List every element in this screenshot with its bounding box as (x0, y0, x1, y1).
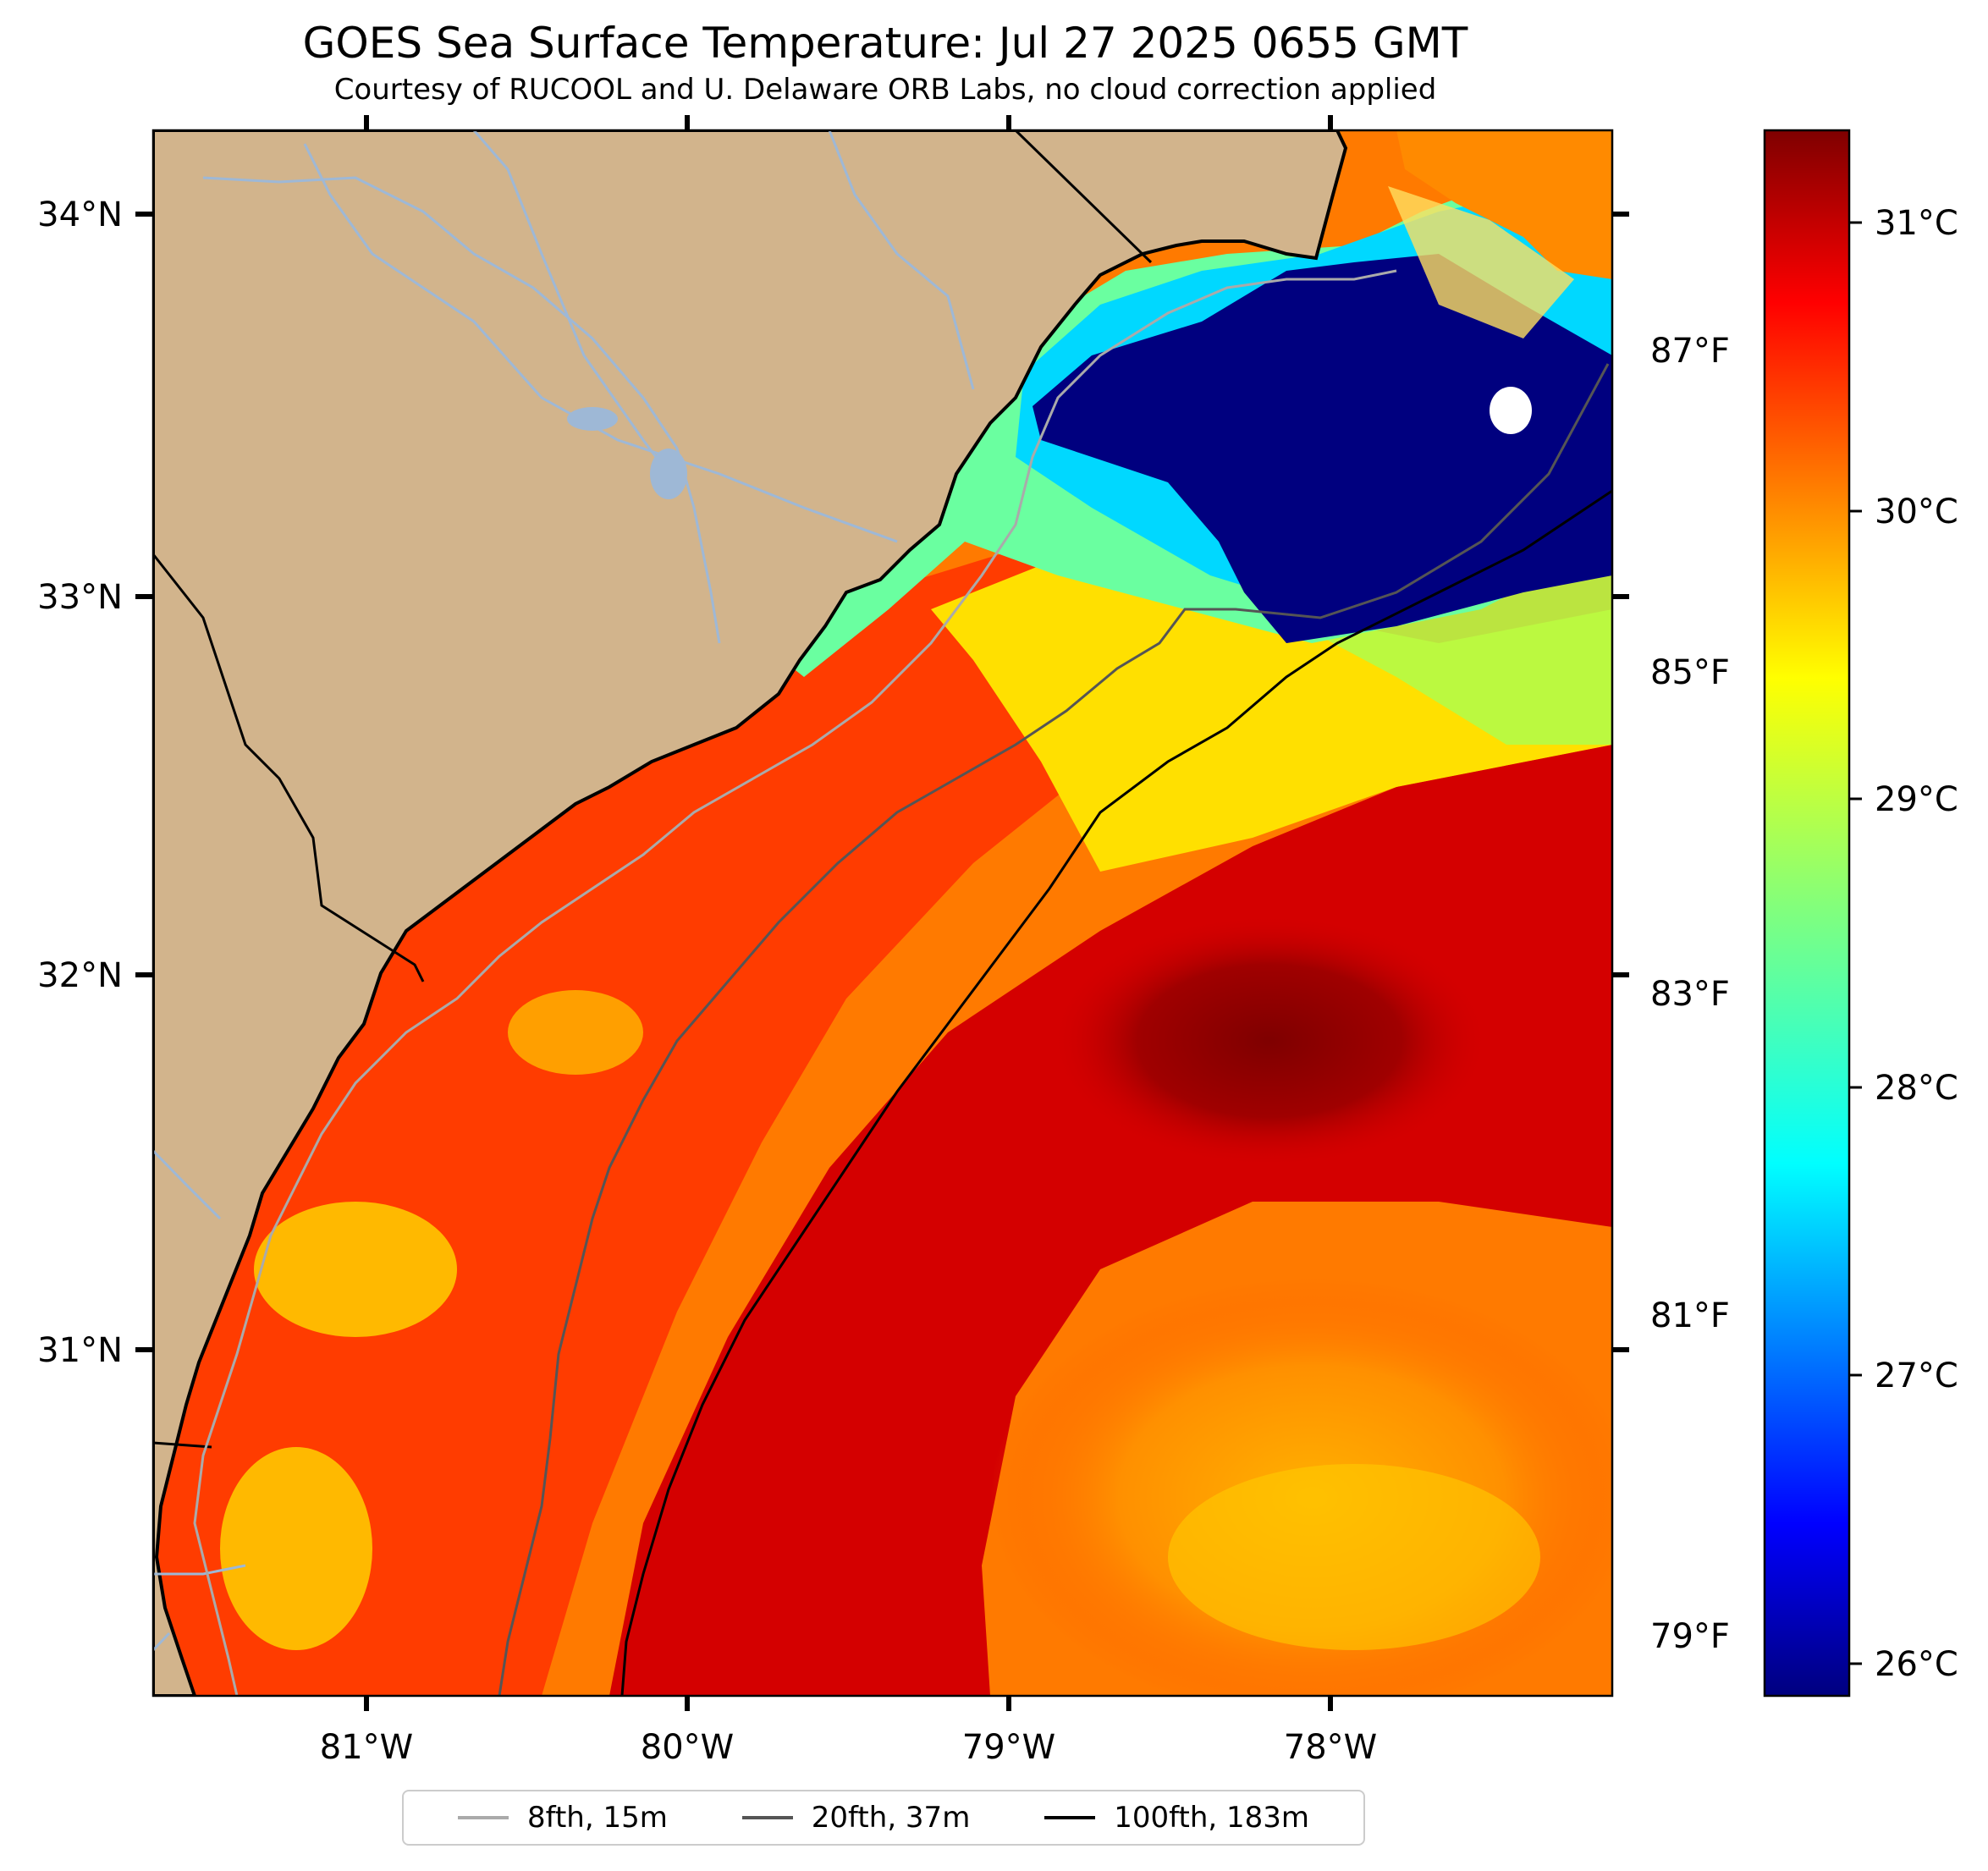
isobath-100fth (620, 489, 1612, 1696)
isobath-20fth (498, 363, 1610, 1696)
colorbar-ticks (1849, 221, 1862, 1665)
legend-label-20fth: 20fth, 37m (811, 1801, 971, 1835)
legend-item-20fth: 20fth, 37m (741, 1801, 971, 1835)
legend-line-8fth (457, 1816, 509, 1819)
ne-yellow-corner (1388, 186, 1574, 338)
cb-label-31: 31°C (1875, 204, 1958, 243)
lon-label-78: 78°W (1284, 1728, 1377, 1767)
lat-label-32: 32°N (37, 956, 123, 995)
sst-map (153, 130, 1612, 1696)
state-border-sc-ga (153, 553, 425, 982)
map-subtitle: Courtesy of RUCOOL and U. Delaware ORB L… (333, 73, 1437, 107)
ne-yellow-band (931, 542, 1612, 872)
lat-label-31: 31°N (37, 1331, 123, 1370)
legend-line-100fth (1044, 1816, 1096, 1819)
state-border-ga-fl (153, 1441, 212, 1449)
yellow-patch-mid (508, 990, 643, 1075)
yellow-patch-south2 (220, 1447, 372, 1650)
cold-upwelling-core (1033, 254, 1612, 643)
lat-ticks (135, 212, 153, 1352)
cb-label-30: 30°C (1875, 493, 1958, 531)
eddy-yellow (1168, 1464, 1540, 1650)
land-mass (153, 130, 1348, 1696)
map-frame (151, 129, 1614, 1698)
cb-label-26: 26°C (1875, 1645, 1958, 1684)
cloud-gap (1490, 387, 1532, 434)
f-label-79: 79°F (1650, 1617, 1730, 1656)
map-title: GOES Sea Surface Temperature: Jul 27 202… (302, 19, 1468, 68)
lon-ticks (364, 115, 1333, 1711)
lake-moultrie (567, 407, 618, 431)
f-label-85: 85°F (1650, 653, 1730, 692)
rivers (153, 130, 975, 1652)
legend-label-8fth: 8fth, 15m (526, 1801, 668, 1835)
lake-marion (650, 448, 687, 499)
isobath-legend: 8fth, 15m 20fth, 37m 100fth, 183m (402, 1790, 1365, 1846)
lat-label-33: 33°N (37, 578, 123, 617)
lon-label-81: 81°W (320, 1728, 413, 1767)
right-lat-ticks (1612, 212, 1629, 1352)
colorbar (1763, 129, 1851, 1698)
warm-core (1049, 914, 1490, 1168)
legend-item-100fth: 100fth, 183m (1044, 1801, 1309, 1835)
lat-label-34: 34°N (37, 195, 123, 234)
state-border-nc-sc (1014, 130, 1153, 264)
ne-warm-corner (1396, 130, 1612, 279)
cb-label-29: 29°C (1875, 780, 1958, 819)
cb-label-28: 28°C (1875, 1069, 1958, 1108)
cb-label-27: 27°C (1875, 1356, 1958, 1395)
coastal-warm-band (153, 542, 1202, 1696)
legend-line-20fth (741, 1816, 793, 1819)
lon-label-80: 80°W (641, 1728, 734, 1767)
legend-item-8fth: 8fth, 15m (457, 1801, 668, 1835)
legend-label-100fth: 100fth, 183m (1114, 1801, 1310, 1835)
f-label-81: 81°F (1650, 1296, 1730, 1335)
yellow-patch-south (254, 1202, 457, 1337)
lon-label-79: 79°W (962, 1728, 1055, 1767)
isobath-8fth (193, 269, 1397, 1696)
f-label-87: 87°F (1650, 332, 1730, 371)
f-label-83: 83°F (1650, 975, 1730, 1014)
